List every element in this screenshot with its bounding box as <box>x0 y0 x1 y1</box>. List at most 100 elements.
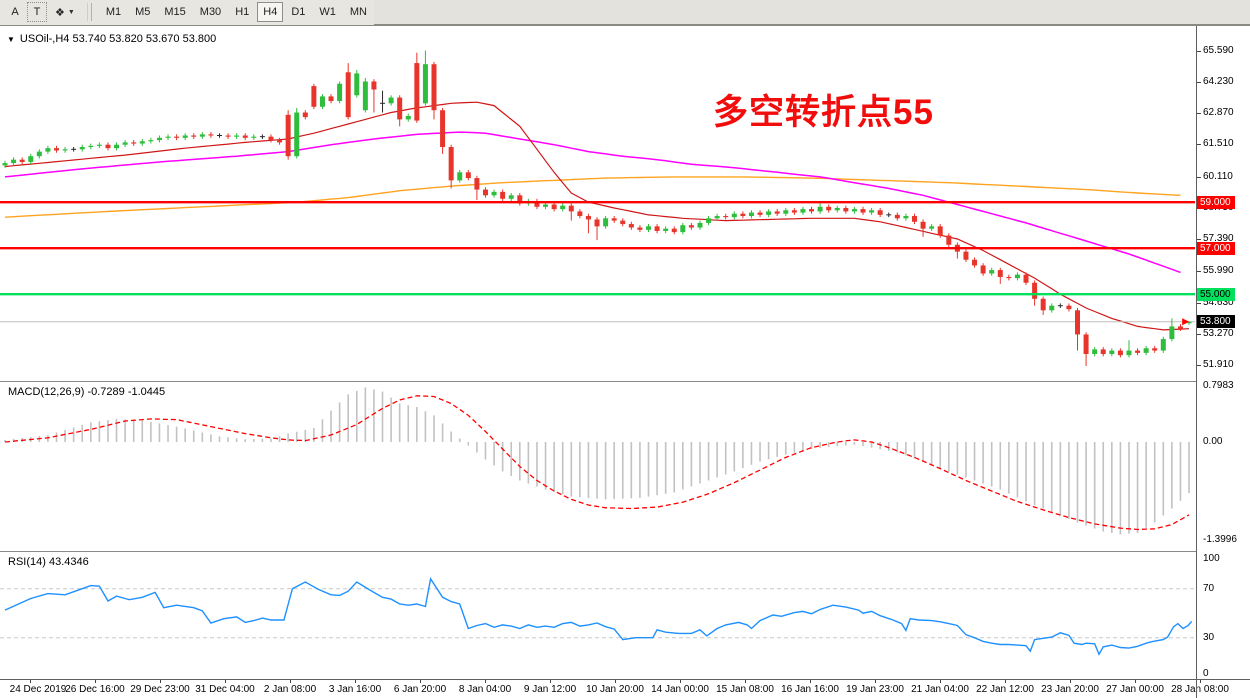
candle-body <box>560 205 566 210</box>
candle-body <box>809 209 815 212</box>
macd-histogram-bar <box>253 438 255 442</box>
candle-body <box>302 112 308 118</box>
macd-histogram-bar <box>802 442 804 451</box>
candle-body <box>422 64 428 104</box>
candle-body <box>457 172 463 181</box>
time-axis-tickmark <box>1200 680 1201 683</box>
toolbar: A T ❖ ▼ M1 M5 M15 M30 H1 H4 D1 W1 MN <box>0 0 1250 26</box>
macd-histogram-bar <box>819 442 821 449</box>
macd-histogram-bar <box>793 442 796 453</box>
price-axis-tick-label: 55.990 <box>1203 265 1234 277</box>
macd-histogram-bar <box>1016 442 1019 498</box>
panel-separator-rsi[interactable] <box>0 551 1196 552</box>
cursor-tool-button[interactable]: ❖ ▼ <box>49 2 81 22</box>
macd-histogram-bar <box>579 442 581 498</box>
candle-body <box>174 136 180 138</box>
candle-body <box>1100 349 1106 355</box>
price-axis-tickmark <box>1197 239 1201 241</box>
timeframe-button-mn[interactable]: MN <box>349 6 367 18</box>
macd-histogram-bar <box>227 437 229 442</box>
macd-histogram-bar <box>510 442 513 476</box>
time-axis-tickmark <box>160 680 161 683</box>
candle-body <box>294 112 300 157</box>
timeframe-button-h4[interactable]: H4 <box>257 2 284 22</box>
candle-body <box>860 209 866 213</box>
timeframe-button-m15[interactable]: M15 <box>164 6 186 18</box>
symbol-collapse-icon[interactable]: ▼ <box>7 34 15 44</box>
price-axis-tick-label: 62.870 <box>1203 107 1234 119</box>
candle-body <box>1186 321 1192 324</box>
macd-histogram-bar <box>158 423 161 442</box>
candle-body <box>706 218 712 223</box>
price-axis-tick-label: 64.230 <box>1203 75 1234 87</box>
macd-histogram-bar <box>72 427 75 442</box>
candle-body <box>791 210 797 213</box>
macd-histogram-bar <box>4 439 6 442</box>
timeframe-button-m1[interactable]: M1 <box>105 6 122 18</box>
time-axis-tickmark <box>290 680 291 683</box>
macd-histogram-bar <box>810 442 813 449</box>
candle-body <box>843 207 849 212</box>
time-axis-label: 15 Jan 08:00 <box>716 684 774 695</box>
time-axis-label: 3 Jan 16:00 <box>328 684 382 695</box>
rsi-axis-tick-label: 100 <box>1203 553 1220 564</box>
candle-body <box>1092 349 1098 355</box>
macd-histogram-bar <box>690 442 693 487</box>
candle-body <box>585 216 591 220</box>
candle-body <box>1177 326 1183 329</box>
candle-body <box>105 144 111 149</box>
arrow-tool-button[interactable]: A <box>11 6 19 18</box>
macd-histogram-bar <box>167 425 169 442</box>
macd-histogram-bar <box>1136 442 1139 533</box>
candle-body <box>637 227 643 230</box>
panel-separator-macd[interactable] <box>0 381 1196 382</box>
price-axis[interactable]: 65.59064.23062.87061.51060.11058.75057.3… <box>1197 26 1250 698</box>
candle-body <box>277 140 283 143</box>
price-axis-tickmark <box>1197 302 1201 304</box>
timeframe-button-h1[interactable]: H1 <box>235 6 250 18</box>
price-axis-tickmark <box>1197 144 1201 146</box>
macd-histogram-bar <box>458 438 461 442</box>
ma-fast-line <box>4 101 1190 331</box>
timeframe-button-m30[interactable]: M30 <box>199 6 222 18</box>
timeframe-button-w1[interactable]: W1 <box>319 6 336 18</box>
candle-body <box>1109 350 1115 355</box>
macd-histogram-bar <box>527 442 530 484</box>
timeframe-button-d1[interactable]: D1 <box>291 6 306 18</box>
candle-body <box>680 225 686 233</box>
text-tool-button[interactable]: T <box>27 2 47 22</box>
candle-body <box>414 63 420 121</box>
time-axis[interactable]: 24 Dec 2019 26 Dec 16:00 29 Dec 23:00 31 De… <box>0 679 1250 698</box>
price-axis-tick-label: 53.270 <box>1203 328 1234 339</box>
macd-histogram-bar <box>544 442 547 490</box>
price-axis-tick-label: 65.590 <box>1203 44 1234 56</box>
time-axis-tickmark <box>30 680 31 683</box>
candle-body <box>688 225 694 228</box>
candle-body <box>568 205 574 212</box>
macd-histogram-bar <box>1145 442 1147 528</box>
macd-histogram-bar <box>1050 442 1053 512</box>
macd-histogram-bar <box>407 405 410 442</box>
macd-histogram-bar <box>107 420 109 442</box>
candle-body <box>465 172 471 179</box>
candle-body <box>165 136 171 138</box>
candle-body <box>1135 350 1141 353</box>
time-axis-tickmark <box>95 680 96 683</box>
macd-histogram-bar <box>707 442 710 481</box>
candle-body <box>603 218 609 227</box>
macd-histogram-bar <box>853 442 856 445</box>
candle-body <box>1126 350 1132 356</box>
macd-histogram-bar <box>613 442 615 500</box>
symbol-title-text: USOil-,H4 53.740 53.820 53.670 53.800 <box>19 33 217 45</box>
macd-histogram-bar <box>956 442 959 475</box>
timeframe-button-m5[interactable]: M5 <box>135 6 151 18</box>
price-badge-55.000: 55.000 <box>1197 287 1235 301</box>
macd-histogram-bar <box>905 442 907 456</box>
candle-body <box>517 195 523 204</box>
price-axis-tickmark <box>1197 365 1201 367</box>
time-axis-label: 31 Dec 04:00 <box>195 684 255 695</box>
time-axis-tickmark <box>940 680 941 683</box>
macd-histogram-bar <box>416 407 418 442</box>
time-axis-tickmark <box>1070 680 1071 683</box>
